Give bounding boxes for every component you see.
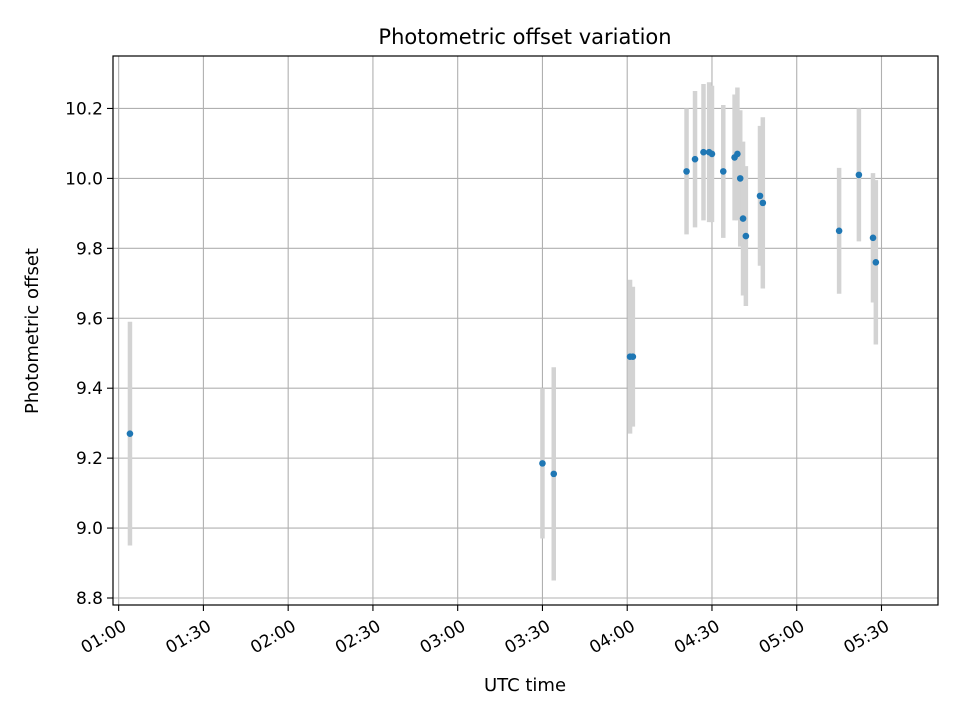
x-axis-label: UTC time xyxy=(484,675,566,696)
chart-title: Photometric offset variation xyxy=(378,25,671,49)
data-point xyxy=(700,148,707,156)
y-tick-label: 9.2 xyxy=(76,449,103,469)
data-point xyxy=(629,353,637,361)
axes-frame xyxy=(112,55,939,606)
y-tick-label: 8.8 xyxy=(76,589,103,609)
data-point xyxy=(691,155,699,163)
data-point xyxy=(742,232,750,240)
y-tick-label: 10.0 xyxy=(65,169,103,189)
data-point xyxy=(759,199,767,207)
data-point xyxy=(869,234,877,242)
data-point xyxy=(683,168,690,175)
y-tick-label: 9.4 xyxy=(76,379,103,399)
y-tick-label: 9.0 xyxy=(76,519,103,539)
y-tick-label: 10.2 xyxy=(65,99,103,119)
data-points xyxy=(126,148,880,478)
data-point xyxy=(756,192,764,200)
y-axis-label: Photometric offset xyxy=(22,248,43,414)
data-point xyxy=(126,430,134,437)
data-point xyxy=(855,171,863,179)
data-point xyxy=(734,150,741,158)
data-point xyxy=(739,215,747,222)
y-tick-label: 9.8 xyxy=(76,239,103,259)
data-point xyxy=(719,168,727,175)
data-point xyxy=(539,460,546,467)
data-point xyxy=(872,259,880,266)
data-point xyxy=(708,150,716,158)
data-point xyxy=(550,470,558,478)
data-point xyxy=(736,175,744,182)
data-point xyxy=(835,227,843,235)
y-tick-label: 9.6 xyxy=(76,309,103,329)
